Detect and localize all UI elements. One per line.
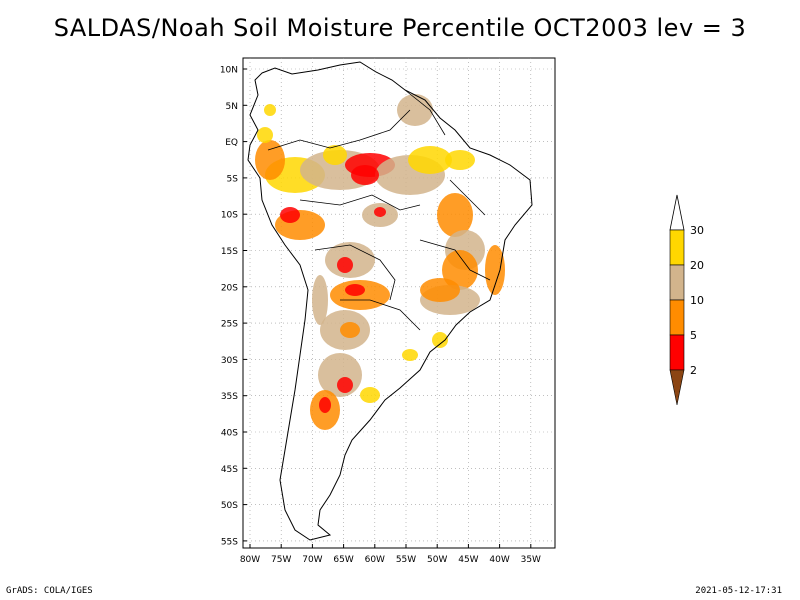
colorbar-bottom-arrow [669,369,685,406]
lat-label: 55S [221,537,238,547]
lat-label: EQ [225,138,238,148]
lon-label: 55W [396,555,416,565]
colorbar-segment [669,299,685,336]
map-frame [242,57,556,549]
lon-label: 35W [521,555,541,565]
map-title: SALDAS/Noah Soil Moisture Percentile OCT… [53,14,747,42]
colorbar-segment [669,334,685,371]
color-legend: 30 20 10 5 2 [669,194,704,406]
colorbar-label: 5 [690,329,697,342]
lat-label: 40S [221,429,238,439]
colorbar-label: 30 [690,224,704,237]
lat-label: 10S [221,211,238,221]
lon-label: 60W [365,555,385,565]
colorbar-segment [669,229,685,266]
lon-label: 40W [489,555,509,565]
country-borders [267,89,491,331]
lat-label: 15S [221,247,238,257]
colorbar-label: 20 [690,259,704,272]
colorbar-segment [669,264,685,301]
colorbar-label: 2 [690,364,697,377]
lat-label: 25S [221,320,238,330]
percentile-shading [255,94,505,430]
lon-label: 65W [333,555,353,565]
lat-label: 35S [221,392,238,402]
longitude-labels: 80W 75W 70W 65W 60W 55W 50W 45W 40W 35W [240,544,541,565]
lat-label: 20S [221,283,238,293]
latitude-labels: 10N 5N EQ 5S 10S 15S 20S 25S 30S 35S 40S 45S 50S 55S [220,66,247,547]
lon-label: 70W [302,555,322,565]
lat-label: 30S [221,356,238,366]
south-america-coastline [247,61,533,541]
footer-credit: GrADS: COLA/IGES [6,586,93,596]
lon-label: 45W [458,555,478,565]
lat-label: 5S [227,174,239,184]
lat-label: 45S [221,465,238,475]
lon-label: 50W [427,555,447,565]
lat-label: 10N [220,66,238,76]
lat-label: 50S [221,501,238,511]
colorbar-label: 10 [690,294,704,307]
lon-label: 75W [271,555,291,565]
colorbar-top-arrow [669,194,685,231]
lat-label: 5N [226,102,238,112]
lon-label: 80W [240,555,260,565]
footer-timestamp: 2021-05-12-17:31 [695,586,782,596]
